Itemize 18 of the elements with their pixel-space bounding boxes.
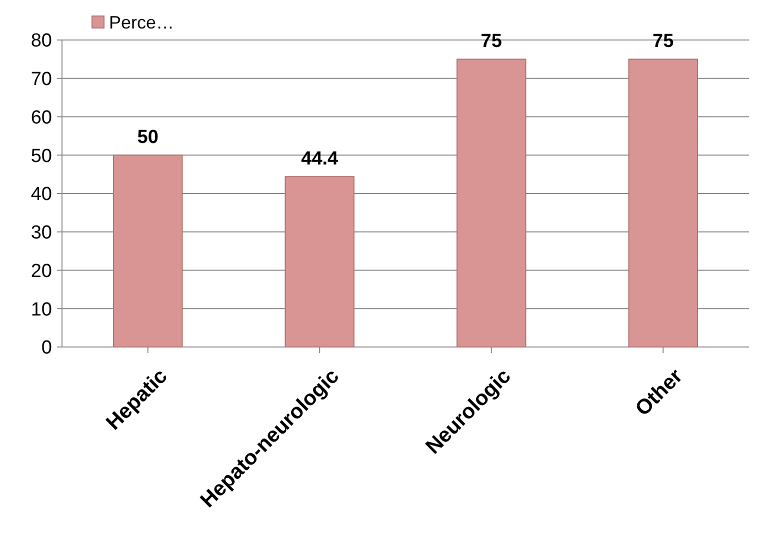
y-tick-label: 80: [30, 30, 52, 52]
y-tick-label: 10: [30, 299, 52, 320]
bar: [628, 58, 698, 348]
data-label: 75: [480, 31, 502, 52]
y-tick-label: 50: [30, 146, 52, 167]
bar: [113, 154, 183, 348]
data-label: 50: [137, 127, 158, 148]
bar: [456, 58, 526, 348]
y-tick-label: 30: [30, 222, 52, 244]
y-tick-label: 70: [30, 69, 52, 90]
legend-label: Perce…: [109, 12, 174, 32]
data-label: 75: [652, 31, 674, 52]
y-tick-label: 60: [30, 107, 52, 128]
data-label: 44.4: [301, 148, 339, 170]
y-tick-label: 0: [41, 338, 52, 359]
bar: [284, 176, 354, 348]
y-tick-label: 20: [30, 260, 52, 282]
y-tick-label: 40: [30, 184, 52, 206]
